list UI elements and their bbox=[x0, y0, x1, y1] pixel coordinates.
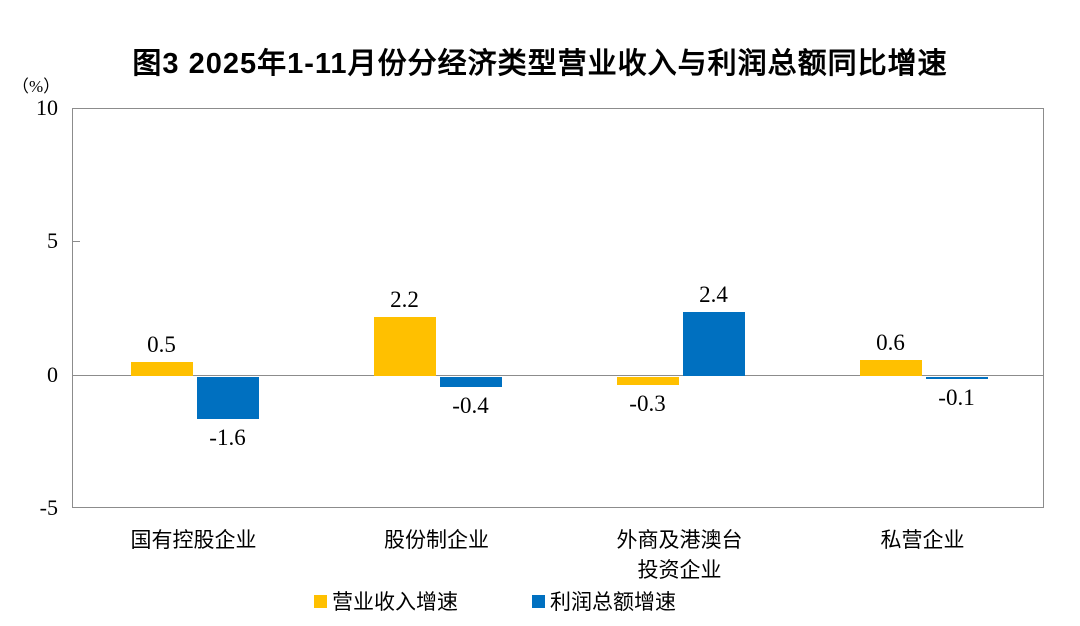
bar bbox=[616, 376, 679, 385]
y-tick-mark bbox=[73, 241, 80, 243]
value-label: -1.6 bbox=[209, 425, 246, 451]
legend-label: 营业收入增速 bbox=[332, 590, 458, 614]
value-label: 2.4 bbox=[699, 281, 728, 307]
value-label: 2.2 bbox=[390, 287, 419, 312]
y-axis-unit-label: （%） bbox=[12, 77, 61, 96]
value-label: -0.1 bbox=[938, 385, 975, 411]
chart-title: 图3 2025年1-11月份分经济类型营业收入与利润总额同比增速 bbox=[132, 48, 948, 80]
plot-area: 0.5 2.2 -0.3 0.6 -1.6 -0.4 2.4 -0.1 bbox=[72, 108, 1044, 508]
category-label: 国有控股企业 bbox=[130, 528, 257, 552]
bar bbox=[925, 376, 988, 380]
legend-swatch-icon bbox=[532, 594, 545, 608]
value-label: 0.5 bbox=[147, 332, 176, 358]
y-tick-label: 5 bbox=[47, 228, 58, 254]
value-label: 0.6 bbox=[876, 329, 905, 355]
category-label: 股份制企业 bbox=[384, 528, 489, 552]
y-tick-label: 0 bbox=[47, 361, 58, 387]
category-label: 私营企业 bbox=[880, 528, 965, 552]
bar bbox=[439, 376, 502, 388]
bar bbox=[373, 317, 436, 376]
bar bbox=[682, 311, 745, 376]
y-tick-label: -5 bbox=[39, 495, 58, 520]
value-label: -0.4 bbox=[452, 393, 489, 419]
bar bbox=[130, 362, 193, 376]
legend: 营业收入增速 利润总额增速 bbox=[0, 586, 1035, 616]
legend-label: 利润总额增速 bbox=[550, 590, 676, 614]
bar bbox=[859, 359, 922, 376]
value-label: -0.3 bbox=[629, 390, 666, 416]
bar bbox=[196, 376, 259, 420]
category-label: 外商及港澳台 投资企业 bbox=[616, 528, 743, 583]
legend-swatch-icon bbox=[314, 594, 327, 608]
legend-item: 营业收入增速 bbox=[314, 586, 458, 616]
y-tick-label: 10 bbox=[36, 95, 58, 120]
legend-item: 利润总额增速 bbox=[532, 586, 676, 616]
zero-axis-line bbox=[73, 374, 1043, 376]
